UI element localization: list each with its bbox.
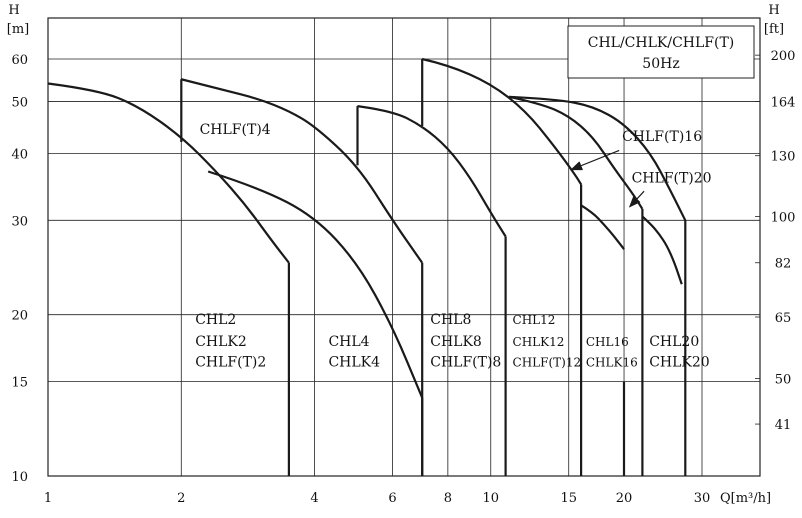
x-tick-label: 15: [560, 491, 577, 506]
pump-curve: [47, 82, 290, 264]
y-tick-label-left: 50: [11, 95, 28, 110]
series-label: CHL2: [195, 312, 236, 328]
annotation-arrow: [628, 190, 645, 208]
x-tick-label: 10: [482, 491, 499, 506]
series-label: CHLK16: [586, 356, 638, 370]
title-box: [567, 25, 755, 79]
y-axis-symbol-left: H: [8, 3, 19, 18]
y-tick-label-left: 30: [11, 214, 28, 229]
series-label: CHLF(T)8: [430, 355, 501, 371]
y-tick-label-right: 50: [775, 373, 792, 388]
series-label: CHL12: [513, 313, 556, 327]
y-axis-unit-left: [m]: [7, 22, 29, 37]
series-label: CHL4: [328, 334, 369, 350]
series-label: CHLK4: [328, 355, 380, 371]
series-label: CHLF(T)16: [622, 129, 702, 145]
series-label: CHL16: [586, 335, 629, 349]
y-tick-label-right: 164: [771, 95, 796, 110]
x-axis-title: Q[m³/h]: [720, 491, 771, 506]
pump-curve: [580, 204, 625, 250]
y-tick-label-right: 82: [775, 257, 792, 272]
y-tick-label-right: 130: [771, 150, 796, 165]
y-tick-label-left: 40: [11, 147, 28, 162]
series-label: CHLF(T)4: [200, 122, 271, 138]
pump-curve: [207, 170, 424, 399]
chart-subtitle: 50Hz: [642, 56, 679, 72]
y-tick-label-left: 20: [11, 309, 28, 324]
y-tick-label-left: 10: [11, 470, 28, 485]
y-tick-label-right: 65: [775, 311, 792, 326]
pump-curve: [421, 57, 583, 186]
x-tick-label: 4: [310, 491, 318, 506]
chart-title: CHL/CHLK/CHLF(T): [588, 35, 735, 51]
x-tick-label: 1: [44, 491, 52, 506]
plot-frame: [47, 17, 761, 477]
pump-curve: [641, 215, 683, 285]
series-label: CHL20: [649, 334, 699, 350]
series-label: CHLK2: [195, 334, 247, 350]
pump-curve: [357, 105, 507, 237]
series-label: CHLK20: [649, 355, 710, 371]
series-label: CHL8: [430, 312, 471, 328]
y-tick-label-right: 100: [771, 210, 796, 225]
y-axis-unit-right: [ft]: [764, 22, 784, 37]
y-tick-label-left: 60: [11, 53, 28, 68]
y-tick-label-right: 200: [771, 49, 796, 64]
series-label: CHLK12: [513, 335, 565, 349]
pump-curve: [509, 95, 687, 221]
pump-curve: [181, 78, 424, 264]
x-tick-label: 20: [616, 491, 633, 506]
series-label: CHLK8: [430, 334, 482, 350]
pump-curve: [508, 95, 644, 210]
x-tick-label: 30: [694, 491, 711, 506]
annotation-arrow: [570, 149, 620, 171]
x-tick-label: 2: [177, 491, 185, 506]
x-tick-label: 8: [444, 491, 452, 506]
y-tick-label-left: 15: [11, 376, 28, 391]
y-axis-symbol-right: H: [768, 3, 779, 18]
x-tick-label: 6: [388, 491, 396, 506]
series-label: CHLF(T)20: [632, 170, 712, 186]
y-tick-label-right: 41: [775, 418, 792, 433]
series-label: CHLF(T)12: [513, 356, 582, 370]
series-label: CHLF(T)2: [195, 355, 266, 371]
